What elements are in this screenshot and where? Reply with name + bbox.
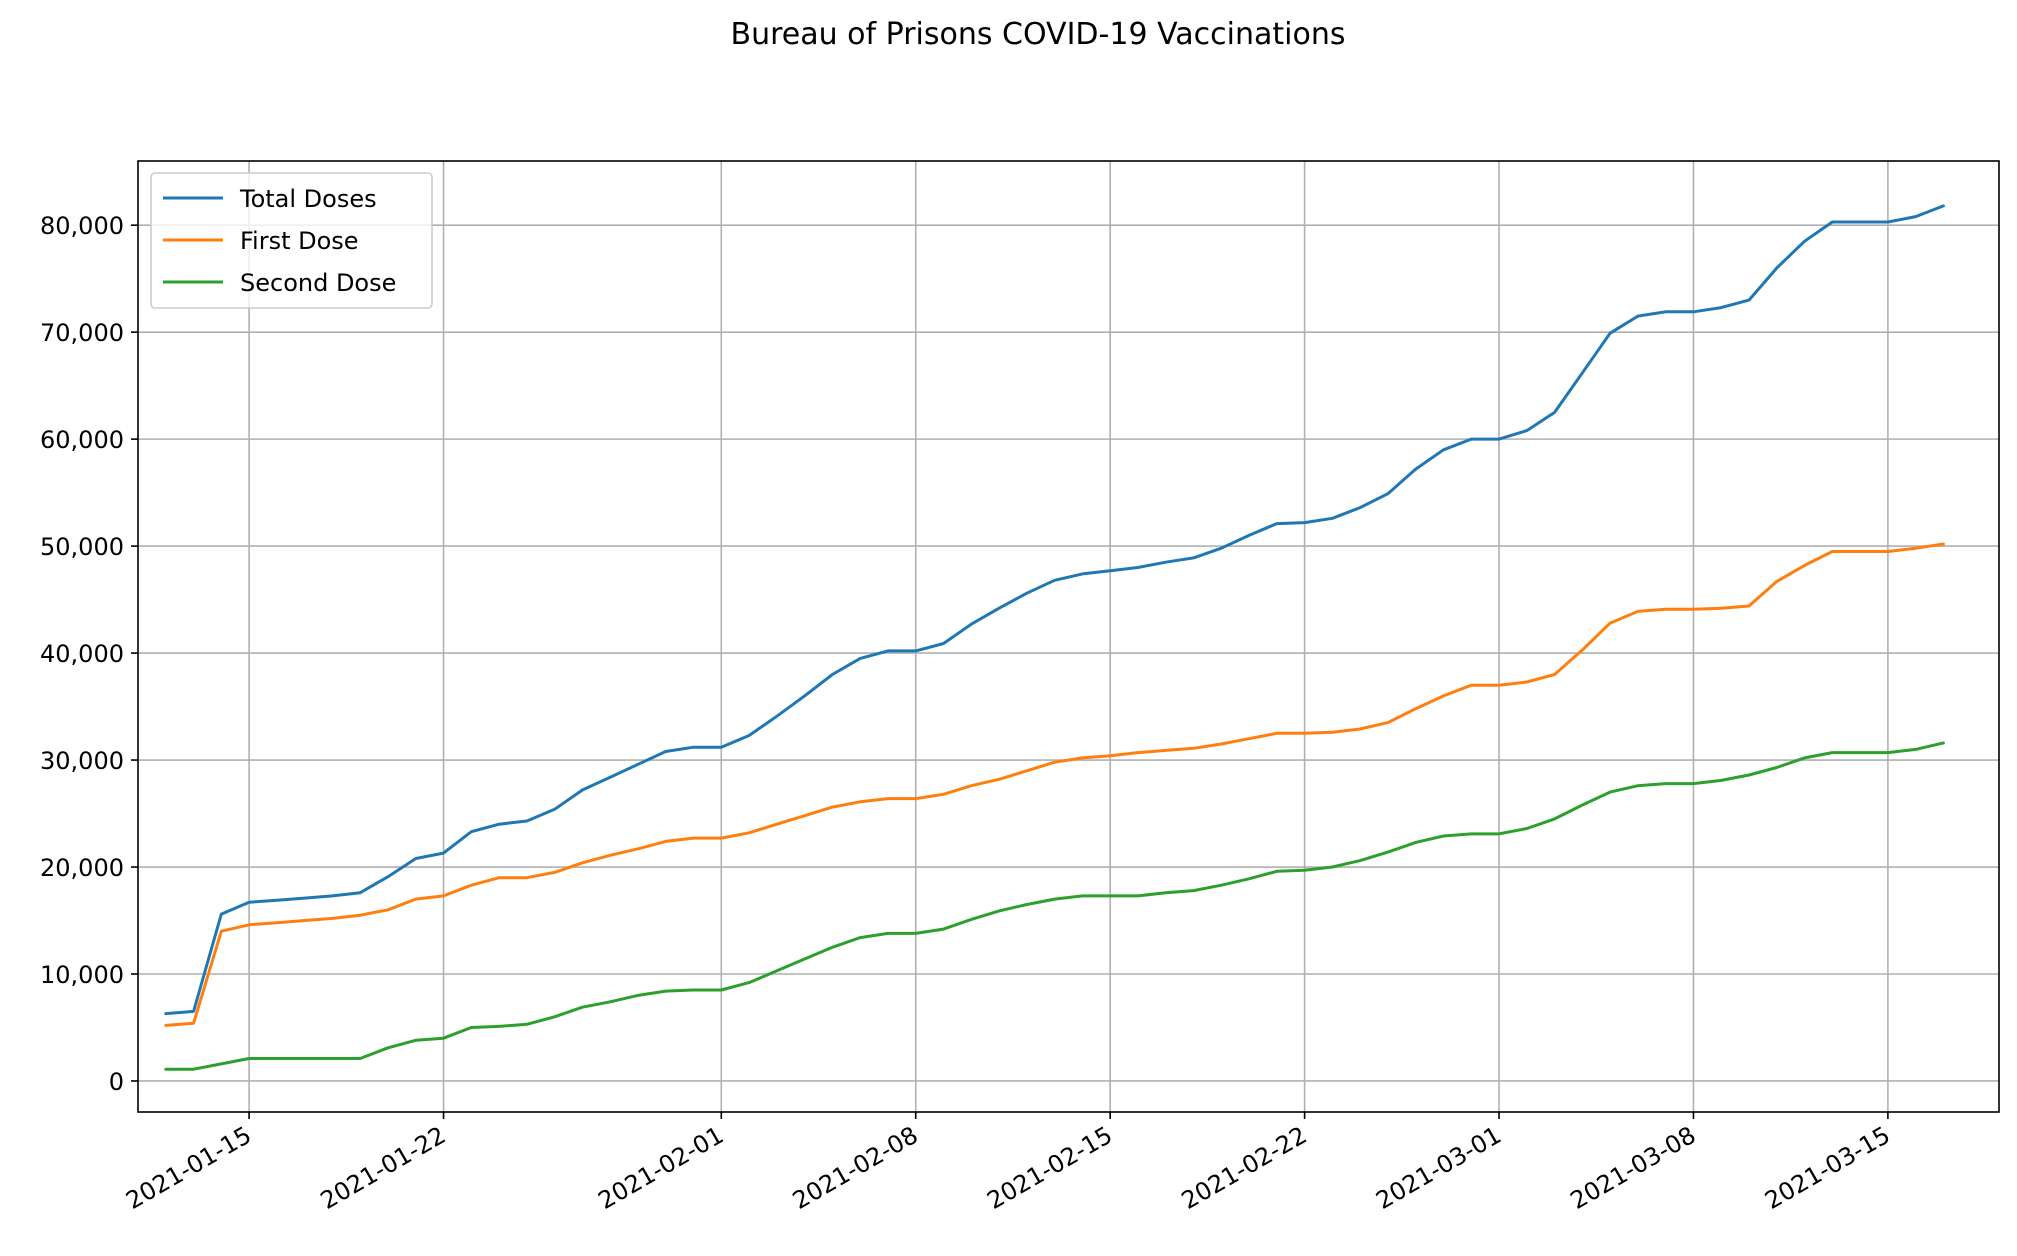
x-axis-ticks: 2021-01-15 2021-01-22 2021-02-01 2021-02-08…: [121, 1112, 1895, 1215]
series-lines: [164, 204, 1945, 1071]
legend-label: Second Dose: [240, 269, 396, 297]
y-tick-label: 40,000: [40, 640, 124, 668]
plot-frame: [137, 160, 2000, 1113]
y-tick-label: 10,000: [40, 961, 124, 989]
legend: Total Doses First Dose Second Dose: [150, 172, 433, 309]
x-tick-label: 2021-03-01: [1371, 1121, 1506, 1215]
x-tick-label: 2021-02-22: [1177, 1121, 1312, 1215]
series-line-first-dose: [164, 542, 1945, 1027]
y-tick-label: 60,000: [40, 426, 124, 454]
y-tick-label: 0: [109, 1068, 124, 1096]
legend-box: [150, 172, 433, 309]
x-tick-label: 2021-02-08: [788, 1121, 923, 1215]
x-tick-label: 2021-01-15: [121, 1121, 256, 1215]
legend-label: Total Doses: [239, 185, 377, 213]
y-tick-label: 30,000: [40, 747, 124, 775]
y-tick-label: 20,000: [40, 854, 124, 882]
series-line-second-dose: [164, 741, 1945, 1071]
y-axis-ticks: 0 10,000 20,000 30,000 40,000 50,000 60,000 70,…: [40, 212, 138, 1096]
chart-title: Bureau of Prisons COVID-19 Vaccinations: [731, 17, 1346, 52]
y-tick-label: 50,000: [40, 533, 124, 561]
series-line-total-doses: [164, 204, 1945, 1016]
y-tick-label: 70,000: [40, 319, 124, 347]
x-tick-label: 2021-03-15: [1760, 1121, 1895, 1215]
y-tick-label: 80,000: [40, 212, 124, 240]
x-tick-label: 2021-01-22: [316, 1121, 451, 1215]
legend-label: First Dose: [240, 227, 359, 255]
grid-lines: [138, 161, 1999, 1112]
x-tick-label: 2021-02-15: [982, 1121, 1117, 1215]
x-tick-label: 2021-03-08: [1566, 1121, 1701, 1215]
x-tick-label: 2021-02-01: [594, 1121, 729, 1215]
